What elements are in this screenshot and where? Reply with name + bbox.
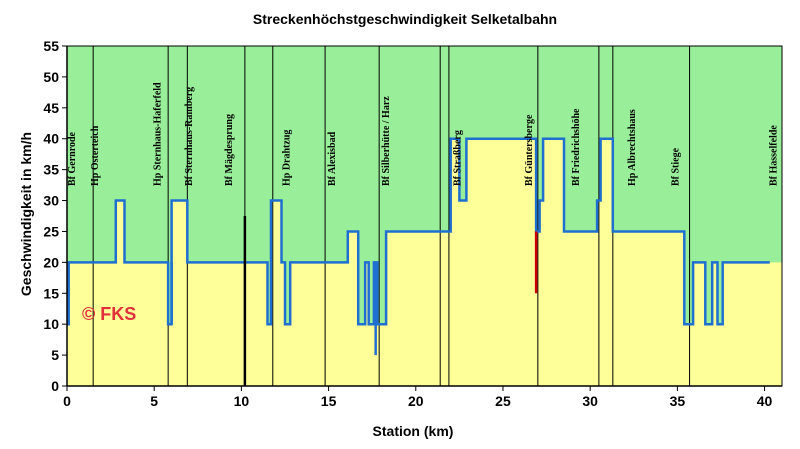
y-tick-label: 30 [43,193,59,209]
y-tick-label: 10 [43,316,59,332]
x-axis-label: Station (km) [373,423,454,439]
y-tick-label: 20 [43,254,59,270]
y-tick-label: 5 [51,347,59,363]
station-label: Bf Stiege [671,147,682,186]
x-tick-label: 5 [150,393,158,409]
chart-title: Streckenhöchstgeschwindigkeit Selketalba… [253,11,557,27]
station-label: Bf Sternhaus-Ramberg [184,87,195,186]
y-tick-label: 50 [43,69,59,85]
plot-area: Bf Gernrode Hp Osterteich Hp Sternhaus-Haf… [66,45,783,387]
x-tick-label: 40 [757,393,773,409]
x-tick-label: 25 [495,393,511,409]
speed-dips [170,216,538,386]
watermark: © FKS [82,304,136,324]
x-tick-label: 10 [234,393,250,409]
y-axis-label: Geschwindigkeit in km/h [18,132,34,296]
y-tick-label: 25 [43,223,59,239]
x-tick-label: 20 [408,393,424,409]
x-tick-label: 35 [670,393,686,409]
y-tick-label: 35 [43,162,59,178]
axes: 0 5 10 15 20 25 30 35 40 45 50 55 0 5 10 15 20 25 30 35 40 [43,38,782,409]
speed-line [67,137,770,326]
station-label: Hp Sternhaus-Haferfeld [153,82,164,186]
station-labels: Bf Gernrode Hp Osterteich Hp Sternhaus-Haf… [67,82,779,186]
station-label: Bf Gernrode [67,131,78,186]
y-tick-label: 15 [43,285,59,301]
station-label: Hp Albrechtshaus [627,109,638,186]
station-label: Hp Drahtzug [282,130,293,186]
x-tick-label: 30 [582,393,598,409]
y-tick-label: 40 [43,131,59,147]
x-tick-label: 15 [321,393,337,409]
station-lines [92,46,691,386]
station-label: Bf Silberhütte / Harz [381,96,392,186]
station-label: Hp Osterteich [90,125,101,186]
y-tick-label: 0 [51,378,59,394]
y-tick-label: 55 [43,38,59,54]
station-label: Bf Güntersberge [524,114,535,186]
station-label: Bf Hasselfelde [768,125,779,186]
station-label: Bf Friedrichshöhe [571,108,582,186]
station-label: Bf Alexisbad [327,131,338,186]
y-tick-label: 45 [43,100,59,116]
x-tick-label: 0 [63,393,71,409]
station-label: Bf Straßberg [453,130,464,186]
station-label: Bf Mägdesprung [224,114,235,186]
